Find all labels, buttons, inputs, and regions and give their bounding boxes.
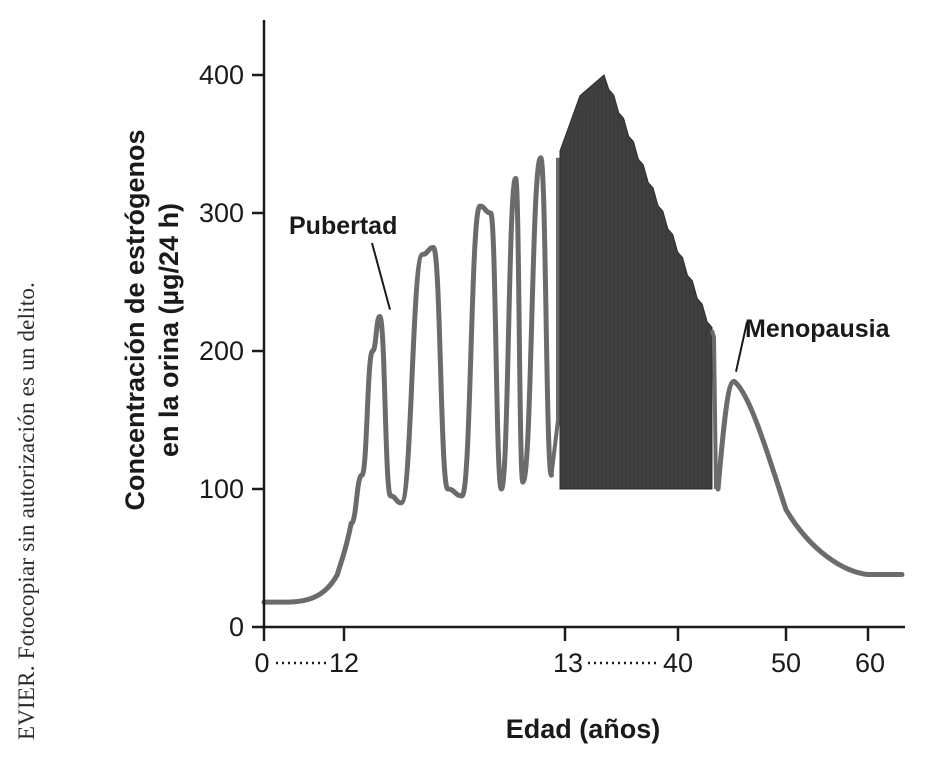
side-copyright-note: EVIER. Fotocopiar sin autorización es un…: [0, 0, 60, 752]
side-note-text: EVIER. Fotocopiar sin autorización es un…: [14, 282, 39, 740]
shaded-reproductive-region: [559, 74, 713, 490]
y-tick-label-0: 0: [229, 612, 244, 642]
labels-layer: Concentración de estrógenos en la orina …: [120, 129, 891, 744]
y-axis-label-line2: en la orina (µg/24 h): [154, 203, 184, 457]
pubertad-pointer: [371, 242, 391, 310]
y-tick-label-400: 400: [199, 60, 244, 90]
y-tick-label-300: 300: [199, 198, 244, 228]
line-pubertal-cycles: [348, 155, 554, 526]
x-tick-label-0: 0: [254, 648, 269, 678]
annotation-menopausia: Menopausia: [745, 315, 891, 343]
menopausia-pointer: [735, 321, 748, 372]
line-menopause-decline: [715, 378, 905, 578]
y-tick-label-100: 100: [199, 474, 244, 504]
plot-layer: [261, 74, 905, 605]
x-tick-label-2: 13: [553, 648, 583, 678]
x-axis-label: Edad (años): [506, 714, 661, 744]
x-tick-label-4: 50: [771, 648, 801, 678]
line-baseline-prepuberty: [261, 521, 354, 605]
y-axis-label-line1: Concentración de estrógenos: [120, 129, 150, 510]
axes-layer: 0 100 200 300 400 0 12 13 40 50 60: [199, 20, 905, 678]
x-tick-label-1: 12: [329, 648, 359, 678]
x-tick-label-3: 40: [663, 648, 693, 678]
y-tick-label-200: 200: [199, 336, 244, 366]
line-shaded-end-spike: [710, 329, 718, 490]
x-tick-label-5: 60: [855, 648, 885, 678]
annotation-pubertad: Pubertad: [289, 212, 397, 240]
line-pubertal-to-shaded: [549, 157, 560, 476]
